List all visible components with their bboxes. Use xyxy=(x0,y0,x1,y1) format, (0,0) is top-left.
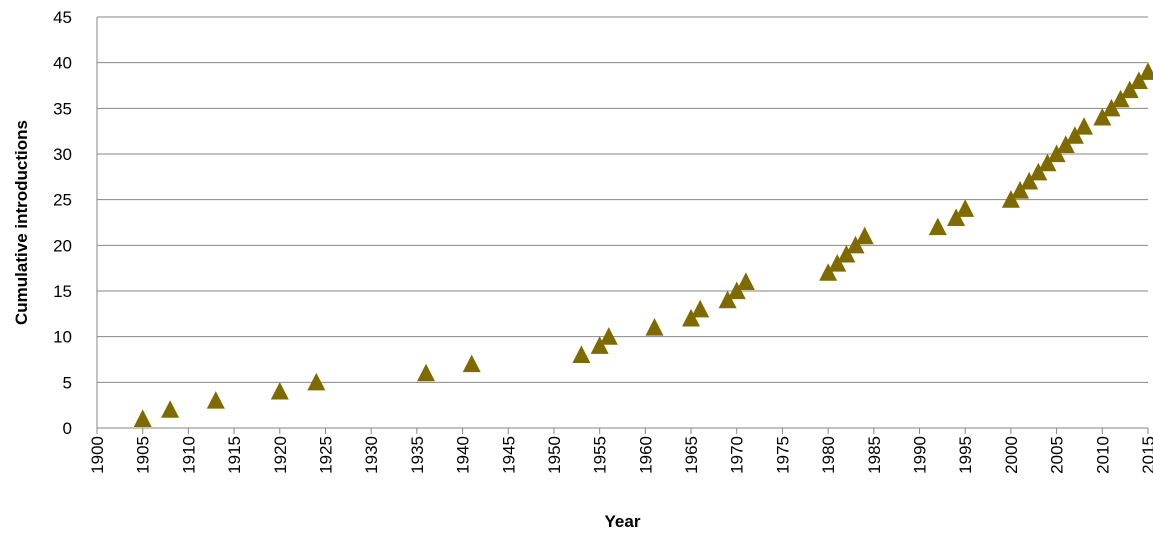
x-tick-label: 2005 xyxy=(1048,436,1067,474)
y-tick-label: 30 xyxy=(53,145,72,164)
x-tick-labels: 1900 1905 1910 1915 1920 1925 1930 1935 1940 1945… xyxy=(88,436,1153,474)
data-point xyxy=(133,409,152,427)
x-tick-label: 1935 xyxy=(408,436,427,474)
data-point xyxy=(307,372,326,391)
y-tick-label: 35 xyxy=(53,99,72,118)
data-point xyxy=(645,318,664,336)
data-point xyxy=(837,244,856,263)
x-tick-label: 1995 xyxy=(956,436,975,474)
x-tick-label: 2000 xyxy=(1002,436,1021,474)
x-tick-label: 1990 xyxy=(911,436,930,474)
data-point xyxy=(947,208,966,227)
data-point xyxy=(462,354,481,373)
data-point xyxy=(682,308,701,327)
y-tick-label: 45 xyxy=(53,8,72,27)
x-tick-label: 1985 xyxy=(865,436,884,474)
data-points xyxy=(133,62,1153,427)
data-point xyxy=(1047,144,1066,163)
x-tick-label: 1950 xyxy=(545,436,564,474)
data-point xyxy=(718,290,737,309)
y-tick-label: 40 xyxy=(53,54,72,73)
data-point xyxy=(1139,62,1153,80)
data-point xyxy=(1120,80,1139,99)
data-point xyxy=(270,381,289,400)
y-tick-label: 0 xyxy=(63,419,72,438)
data-point xyxy=(1065,126,1084,144)
data-point xyxy=(736,272,755,290)
y-tick-labels: 0 5 10 15 20 25 30 35 40 45 xyxy=(53,8,72,438)
x-tick-label: 1975 xyxy=(773,436,792,474)
x-tick-label: 2010 xyxy=(1093,436,1112,474)
data-point xyxy=(1111,89,1130,108)
x-tick-label: 1940 xyxy=(454,436,473,474)
x-tick-label: 1910 xyxy=(179,436,198,474)
axes xyxy=(96,17,1149,434)
x-tick-label: 1945 xyxy=(499,436,518,474)
data-point xyxy=(1102,98,1121,117)
x-tick-label: 1920 xyxy=(271,436,290,474)
data-point xyxy=(599,327,618,345)
x-tick-label: 1960 xyxy=(636,436,655,474)
data-point xyxy=(691,299,710,318)
x-axis-title: Year xyxy=(605,512,641,531)
data-point xyxy=(1075,117,1094,135)
y-tick-label: 10 xyxy=(53,328,72,347)
x-tick-label: 1905 xyxy=(134,436,153,474)
y-tick-label: 5 xyxy=(63,373,72,392)
data-point xyxy=(1038,153,1057,172)
data-point xyxy=(1093,107,1112,126)
x-tick-label: 1915 xyxy=(225,436,244,474)
data-point xyxy=(956,199,975,217)
y-tick-label: 25 xyxy=(53,191,72,210)
data-point xyxy=(1029,162,1048,181)
data-point xyxy=(590,336,609,354)
x-tick-label: 1955 xyxy=(591,436,610,474)
data-point xyxy=(846,235,865,254)
data-point xyxy=(417,363,436,382)
data-point xyxy=(1056,135,1075,153)
data-point xyxy=(206,391,225,409)
data-point xyxy=(727,281,746,300)
x-tick-label: 1970 xyxy=(728,436,747,474)
y-tick-label: 15 xyxy=(53,282,72,301)
x-tick-label: 1900 xyxy=(88,436,107,474)
y-tick-label: 20 xyxy=(53,236,72,255)
data-point xyxy=(1020,171,1039,190)
data-point xyxy=(1001,190,1020,208)
x-tick-label: 2015 xyxy=(1139,436,1153,474)
data-point xyxy=(1129,71,1148,90)
data-point xyxy=(828,254,847,272)
x-tick-label: 1930 xyxy=(362,436,381,474)
y-axis-title: Cumulative introductions xyxy=(12,120,31,325)
data-point xyxy=(928,217,947,236)
data-point xyxy=(855,226,874,245)
data-point xyxy=(572,345,591,364)
data-point xyxy=(819,263,838,281)
x-tick-label: 1965 xyxy=(682,436,701,474)
gridlines xyxy=(97,16,1148,383)
x-tick-label: 1980 xyxy=(819,436,838,474)
data-point xyxy=(161,400,180,418)
data-point xyxy=(1011,181,1030,199)
x-tick-label: 1925 xyxy=(316,436,335,474)
